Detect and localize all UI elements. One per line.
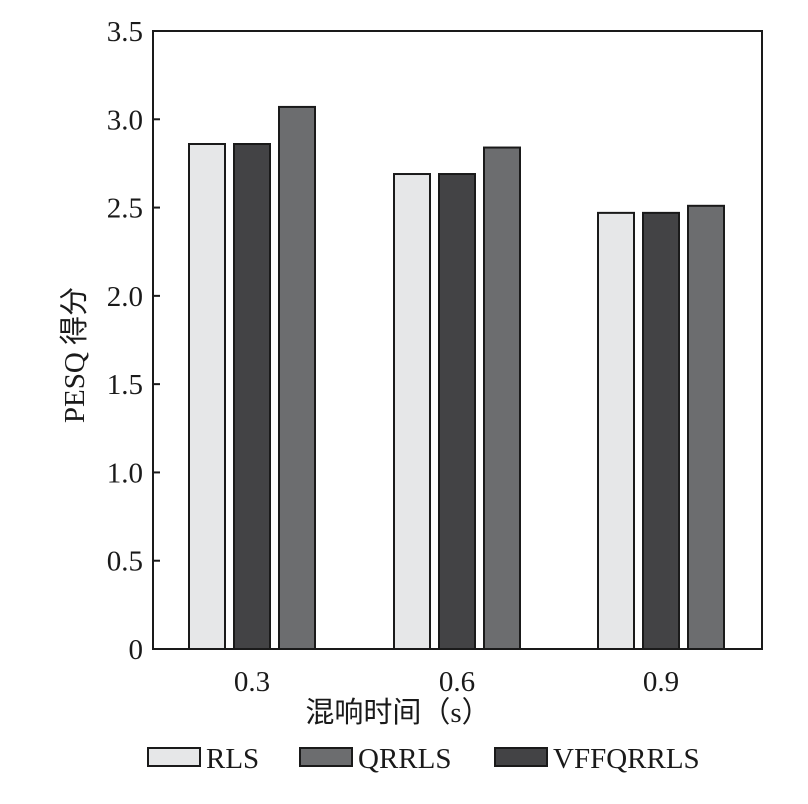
bar-vffqrrls-0_9 [687,204,725,650]
legend-label: QRRLS [358,743,451,775]
bar-vffqrrls-0_6 [483,146,521,650]
bar-qrrls-0_3 [233,143,271,650]
y-tick-label: 3.0 [107,104,143,136]
bars [188,105,725,651]
y-tick-label: 1.0 [107,457,143,489]
y-axis-title: PESQ 得分 [58,287,91,423]
bar-qrrls-0_6 [438,173,476,650]
x-axis-title: 混响时间（s） [305,696,490,729]
x-tick-label: 0.6 [439,666,475,698]
bar-vffqrrls-0_3 [278,105,316,650]
bar-qrrls-0_9 [642,211,680,651]
bar-rls-0_6 [393,173,431,650]
y-axis: 0 0.5 1.0 1.5 2.0 2.5 3.0 3.5 [107,16,160,666]
y-tick-label: 2.0 [107,281,143,313]
y-tick-label: 2.5 [107,193,143,225]
x-tick-label: 0.9 [643,666,679,698]
legend-swatch [147,747,201,767]
legend-label: VFFQRRLS [553,743,700,775]
bar-rls-0_3 [188,143,226,650]
legend-swatch [299,747,353,767]
legend: RLS QRRLS VFFQRRLS [147,743,700,775]
x-axis: 0.3 0.6 0.9 [234,642,679,698]
y-tick-label: 0 [129,634,144,666]
legend-swatch [494,747,548,767]
y-tick-label: 3.5 [107,16,143,48]
y-tick-label: 1.5 [107,369,143,401]
bar-rls-0_9 [597,211,635,651]
y-tick-label: 0.5 [107,546,143,578]
x-tick-label: 0.3 [234,666,270,698]
legend-label: RLS [206,743,259,775]
